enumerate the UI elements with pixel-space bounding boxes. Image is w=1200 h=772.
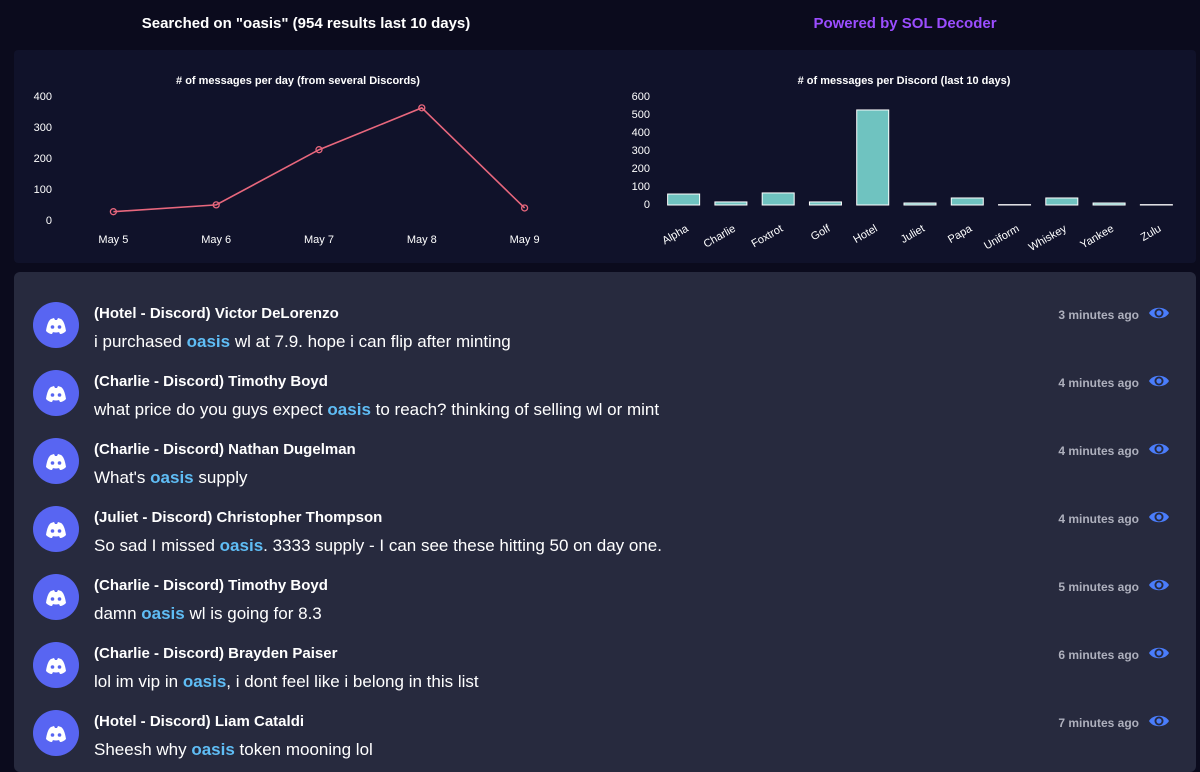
bar (857, 110, 889, 205)
search-title: Searched on "oasis" (954 results last 10… (142, 15, 471, 32)
view-button[interactable] (1148, 304, 1170, 322)
author: (Charlie - Discord) Nathan Dugelman (94, 441, 356, 458)
bar (951, 198, 983, 205)
bar (762, 193, 794, 205)
eye-icon[interactable] (1148, 644, 1170, 662)
page: Searched on "oasis" (954 results last 10… (0, 0, 1200, 754)
header-and-charts: Searched on "oasis" (954 results last 10… (0, 0, 1200, 268)
eye-icon[interactable] (1148, 304, 1170, 322)
bar (715, 202, 747, 205)
discord-icon (33, 710, 79, 756)
y-tick-label: 100 (34, 184, 52, 196)
y-tick-label: 400 (34, 91, 52, 103)
eye-icon[interactable] (1148, 508, 1170, 526)
view-button[interactable] (1148, 712, 1170, 730)
x-tick-label: May 9 (510, 234, 540, 246)
eye-icon[interactable] (1148, 440, 1170, 458)
message-text: Sheesh why oasis token mooning lol (94, 740, 373, 760)
y-tick-label: 400 (632, 127, 650, 139)
view-button[interactable] (1148, 372, 1170, 390)
timestamp: 4 minutes ago (1058, 444, 1139, 458)
view-button[interactable] (1148, 440, 1170, 458)
view-button[interactable] (1148, 644, 1170, 662)
timestamp: 5 minutes ago (1058, 580, 1139, 594)
timestamp: 6 minutes ago (1058, 648, 1139, 662)
bar (668, 194, 700, 205)
avatar (33, 710, 79, 756)
timestamp: 3 minutes ago (1058, 308, 1139, 322)
eye-icon[interactable] (1148, 576, 1170, 594)
y-tick-label: 300 (34, 122, 52, 134)
x-tick-label: May 8 (407, 234, 437, 246)
x-tick-label: May 7 (304, 234, 334, 246)
y-tick-label: 600 (632, 91, 650, 103)
eye-icon[interactable] (1148, 372, 1170, 390)
author: (Juliet - Discord) Christopher Thompson (94, 509, 382, 526)
eye-icon[interactable] (1148, 712, 1170, 730)
view-button[interactable] (1148, 576, 1170, 594)
bar (904, 203, 936, 205)
bar (1093, 203, 1125, 205)
text-before: Sheesh why (94, 740, 191, 759)
author: (Charlie - Discord) Timothy Boyd (94, 577, 328, 594)
x-tick-label: May 6 (201, 234, 231, 246)
y-tick-label: 200 (632, 163, 650, 175)
y-tick-label: 0 (46, 215, 52, 227)
timestamp: 4 minutes ago (1058, 376, 1139, 390)
author: (Charlie - Discord) Timothy Boyd (94, 373, 328, 390)
bar (809, 202, 841, 205)
keyword: oasis (191, 740, 234, 759)
chart-title: # of messages per Discord (last 10 days) (798, 75, 1011, 87)
chart-title: # of messages per day (from several Disc… (176, 75, 420, 87)
y-tick-label: 500 (632, 109, 650, 121)
y-tick-label: 100 (632, 181, 650, 193)
timestamp: 7 minutes ago (1058, 716, 1139, 730)
powered-by[interactable]: Powered by SOL Decoder (813, 15, 996, 32)
bar (1046, 198, 1078, 205)
timestamp: 4 minutes ago (1058, 512, 1139, 526)
author: (Hotel - Discord) Liam Cataldi (94, 713, 304, 730)
author: (Charlie - Discord) Brayden Paiser (94, 645, 337, 662)
view-button[interactable] (1148, 508, 1170, 526)
y-tick-label: 200 (34, 153, 52, 165)
author: (Hotel - Discord) Victor DeLorenzo (94, 305, 339, 322)
x-tick-label: May 5 (98, 234, 128, 246)
text-after: token mooning lol (235, 740, 373, 759)
y-tick-label: 0 (644, 199, 650, 211)
y-tick-label: 300 (632, 145, 650, 157)
